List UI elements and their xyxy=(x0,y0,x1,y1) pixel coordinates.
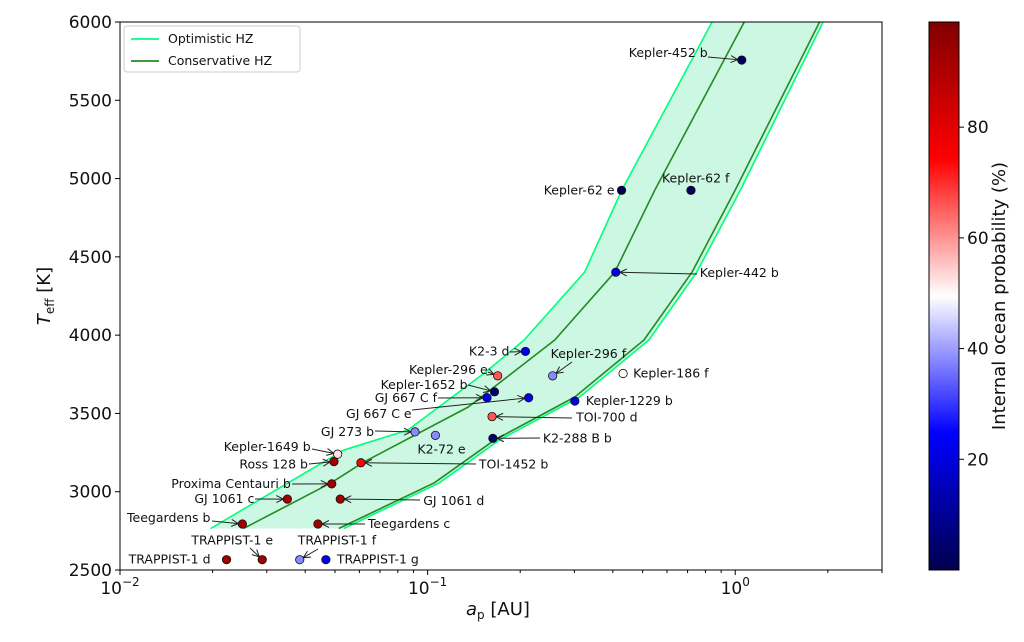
planet-label: Kepler-296 e xyxy=(409,362,488,377)
x-tick-label: 100 xyxy=(721,575,750,599)
annotation-arrow-head xyxy=(303,551,311,558)
x-tick-exponent: −1 xyxy=(430,575,448,589)
planet-point xyxy=(489,434,497,442)
x-tick-exponent: 0 xyxy=(742,575,750,589)
planet-label: TRAPPIST-1 d xyxy=(128,552,211,567)
colorbar-gradient xyxy=(929,22,959,570)
planet-label: Teegardens b xyxy=(126,510,210,525)
planet-label: Teegardens c xyxy=(367,516,450,531)
y-tick-label: 6000 xyxy=(69,13,112,33)
colorbar: 20 40 60 80 Internal ocean probability (%) xyxy=(929,22,1010,570)
y-tick-label: 2500 xyxy=(69,561,112,581)
legend-label-conservative: Conservative HZ xyxy=(168,53,272,68)
planet-point xyxy=(738,56,746,64)
colorbar-label: Internal ocean probability (%) xyxy=(989,162,1010,430)
planet-label: Kepler-1649 b xyxy=(224,439,311,454)
planet-point xyxy=(322,555,330,563)
x-label-unit: [AU] xyxy=(485,599,530,620)
planet-label: K2-288 B b xyxy=(543,430,612,445)
x-tick-base: 10 xyxy=(721,579,743,599)
y-tick-label: 3000 xyxy=(69,483,112,503)
planet-point xyxy=(548,372,556,380)
planet-point xyxy=(521,347,529,355)
planet-point xyxy=(687,186,695,194)
planet-point xyxy=(619,369,627,377)
planet-label: TOI-1452 b xyxy=(478,457,548,472)
y-tick-label: 5000 xyxy=(69,170,112,190)
planet-point xyxy=(238,520,246,528)
svg-text:ap [AU]: ap [AU] xyxy=(466,599,530,622)
planet-label: Kepler-62 f xyxy=(662,170,730,185)
planet-label: Kepler-186 f xyxy=(633,366,709,381)
planet-point xyxy=(296,555,304,563)
colorbar-tick-label: 20 xyxy=(967,450,989,470)
planet-point xyxy=(336,495,344,503)
y-label-unit: [K] xyxy=(34,267,55,299)
y-tick-label: 3500 xyxy=(69,404,112,424)
planet-label: Kepler-1229 b xyxy=(586,393,673,408)
planet-point xyxy=(524,394,532,402)
planet-point xyxy=(612,268,620,276)
planet-point xyxy=(494,372,502,380)
planet-label: TRAPPIST-1 f xyxy=(297,533,377,548)
planet-point xyxy=(617,186,625,194)
x-tick-label: 10−1 xyxy=(408,575,447,599)
planet-label: K2-72 e xyxy=(417,441,466,456)
planet-point xyxy=(357,459,365,467)
planet-point xyxy=(222,555,230,563)
planet-label: GJ 1061 c xyxy=(194,491,254,506)
x-tick-label: 10−2 xyxy=(100,575,139,599)
legend: Optimistic HZ Conservative HZ xyxy=(124,26,300,72)
y-tick-label: 5500 xyxy=(69,91,112,111)
colorbar-ticks: 20 40 60 80 xyxy=(959,118,989,470)
planet-point xyxy=(258,555,266,563)
planet-point xyxy=(411,428,419,436)
planet-label: GJ 273 b xyxy=(321,424,374,439)
colorbar-tick-label: 60 xyxy=(967,229,989,249)
planet-label: Kepler-442 b xyxy=(700,265,779,280)
planet-label: GJ 1061 d xyxy=(423,493,484,508)
planet-point xyxy=(571,397,579,405)
planet-point xyxy=(283,495,291,503)
x-axis-label: ap [AU] xyxy=(466,599,530,622)
planet-label: GJ 667 C f xyxy=(375,390,438,405)
y-axis-label: Teff [K] xyxy=(34,267,57,325)
planet-label: TOI-700 d xyxy=(575,410,637,425)
planet-label: Proxima Centauri b xyxy=(171,476,291,491)
planet-point xyxy=(314,520,322,528)
x-label-sub: p xyxy=(477,608,485,622)
planet-point xyxy=(483,394,491,402)
planet-label: K2-3 d xyxy=(469,343,510,358)
colorbar-tick-label: 80 xyxy=(967,118,989,138)
x-label-main: a xyxy=(466,599,477,620)
x-tick-base: 10 xyxy=(408,579,430,599)
planet-point xyxy=(431,431,439,439)
planet-point xyxy=(490,388,498,396)
planet-label: TRAPPIST-1 g xyxy=(336,552,419,567)
planet-point xyxy=(330,457,338,465)
annotation-arrow-line xyxy=(303,549,318,558)
planet-label: Kepler-296 f xyxy=(551,346,627,361)
colorbar-tick-label: 40 xyxy=(967,340,989,360)
x-tick-exponent: −2 xyxy=(122,575,140,589)
y-label-sub: eff xyxy=(43,298,57,314)
y-tick-label: 4500 xyxy=(69,248,112,268)
planet-label: Ross 128 b xyxy=(239,457,308,472)
svg-text:Teff [K]: Teff [K] xyxy=(34,267,57,325)
y-tick-label: 4000 xyxy=(69,326,112,346)
legend-label-optimistic: Optimistic HZ xyxy=(168,31,254,46)
planet-point xyxy=(333,450,341,458)
planet-label: Kepler-62 e xyxy=(544,182,615,197)
planet-label: Kepler-452 b xyxy=(629,45,708,60)
x-tick-base: 10 xyxy=(100,579,122,599)
planet-point xyxy=(488,412,496,420)
planet-label: TRAPPIST-1 e xyxy=(190,533,273,548)
planet-label: GJ 667 C e xyxy=(346,406,412,421)
planet-point xyxy=(328,480,336,488)
